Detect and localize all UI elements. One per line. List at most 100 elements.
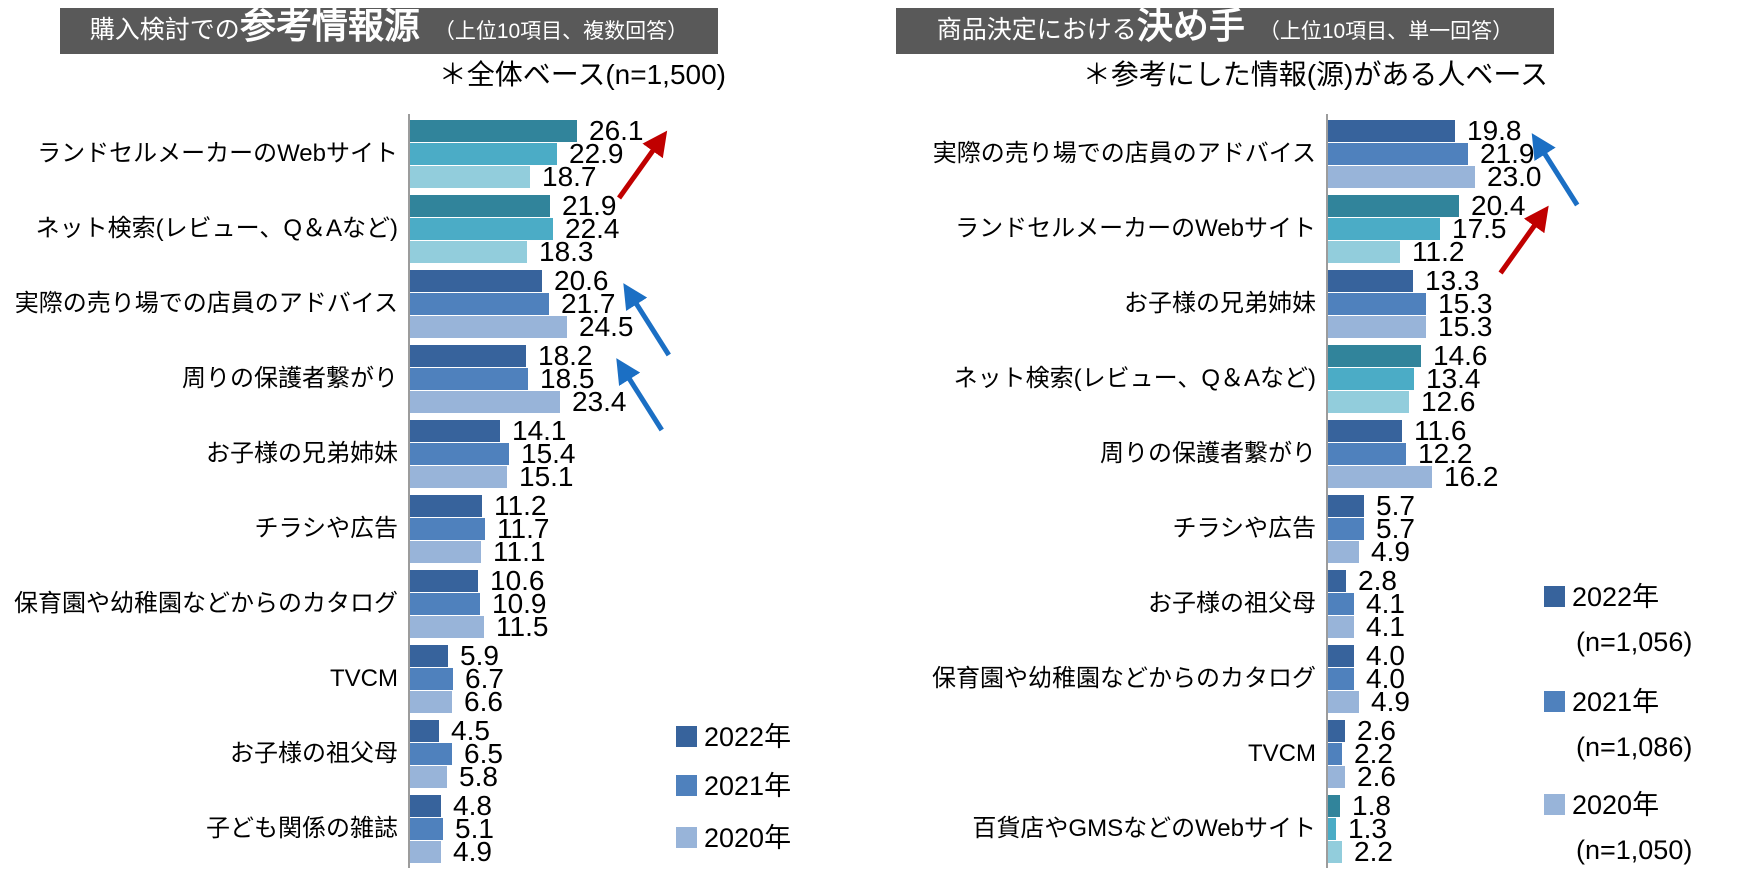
- bar-2021年: [410, 143, 557, 165]
- category-label: お子様の兄弟姉妹: [1124, 290, 1316, 317]
- bar-value-label: 5.7: [1376, 513, 1415, 544]
- y-axis-line: [408, 114, 410, 868]
- category-label: ランドセルメーカーのWebサイト: [37, 140, 398, 167]
- chart-title-right-prefix: 商品決定における: [936, 16, 1137, 44]
- bar-value-label: 1.8: [1352, 790, 1391, 821]
- legend-swatch: [1544, 691, 1565, 712]
- category-label: お子様の兄弟姉妹: [206, 440, 398, 467]
- bar-2022年: [1328, 645, 1354, 667]
- bar-2021年: [1328, 443, 1406, 465]
- bar-value-label: 17.5: [1452, 213, 1507, 244]
- bar-2020年: [1328, 391, 1409, 413]
- category-label: 百貨店やGMSなどのWebサイト: [972, 815, 1316, 842]
- bar-2022年: [1328, 420, 1402, 442]
- bar-value-label: 11.2: [1412, 236, 1465, 267]
- bar-value-label: 4.5: [451, 715, 490, 746]
- bar-2021年: [1328, 668, 1354, 690]
- chart-title-left-emphasis: 参考情報源: [239, 5, 420, 46]
- bar-2022年: [1328, 720, 1345, 742]
- bar-2022年: [1328, 120, 1455, 142]
- bar-value-label: 11.5: [496, 611, 549, 642]
- bar-value-label: 26.1: [589, 115, 644, 146]
- legend-n-label: (n=1,050): [1576, 835, 1693, 865]
- bar-value-label: 5.8: [459, 761, 498, 792]
- bar-value-label: 19.8: [1467, 115, 1522, 146]
- category-label: お子様の祖父母: [1148, 590, 1316, 617]
- bar-2022年: [410, 345, 526, 367]
- category-label: 実際の売り場での店員のアドバイス: [14, 290, 398, 317]
- bar-2022年: [410, 570, 478, 592]
- bar-value-label: 18.3: [539, 236, 594, 267]
- bar-value-label: 18.5: [540, 363, 595, 394]
- bar-2022年: [1328, 195, 1459, 217]
- category-label: ランドセルメーカーのWebサイト: [955, 215, 1316, 242]
- bar-2020年: [410, 616, 484, 638]
- category-label: 保育園や幼稚園などからのカタログ: [932, 665, 1316, 692]
- bar-2020年: [1328, 541, 1359, 563]
- y-axis-line: [1326, 114, 1328, 868]
- bar-2020年: [1328, 616, 1354, 638]
- legend-n-label: (n=1,086): [1576, 732, 1693, 762]
- bar-value-label: 4.9: [453, 836, 492, 867]
- bar-value-label: 18.2: [538, 340, 593, 371]
- bar-value-label: 4.0: [1366, 640, 1405, 671]
- bar-value-label: 5.1: [455, 813, 494, 844]
- bar-value-label: 15.3: [1438, 288, 1493, 319]
- bar-2020年: [410, 316, 567, 338]
- category-label: TVCM: [330, 665, 398, 692]
- bar-2021年: [1328, 593, 1354, 615]
- bar-2021年: [410, 443, 509, 465]
- category-label: 子ども関係の雑誌: [206, 815, 398, 842]
- legend-label: 2021年: [1572, 687, 1660, 717]
- bar-value-label: 21.9: [562, 190, 617, 221]
- category-label: 実際の売り場での店員のアドバイス: [932, 140, 1316, 167]
- bar-value-label: 4.9: [1371, 536, 1410, 567]
- bar-2020年: [410, 391, 560, 413]
- bar-value-label: 1.3: [1348, 813, 1387, 844]
- category-label: ネット検索(レビュー、Q＆Aなど): [35, 215, 398, 242]
- category-label: 周りの保護者繋がり: [182, 365, 398, 392]
- bar-value-label: 10.9: [492, 588, 547, 619]
- bar-2021年: [410, 593, 480, 615]
- bar-2022年: [1328, 495, 1364, 517]
- bar-2020年: [1328, 466, 1432, 488]
- bar-2022年: [410, 495, 482, 517]
- legend-label: 2020年: [704, 823, 792, 853]
- bar-2021年: [410, 818, 443, 840]
- base-note-right: ＊参考にした情報(源)がある人ベース: [1082, 59, 1548, 90]
- bar-value-label: 15.3: [1438, 311, 1493, 342]
- bar-value-label: 21.7: [561, 288, 616, 319]
- bar-value-label: 20.6: [554, 265, 609, 296]
- bar-2020年: [410, 466, 507, 488]
- bar-2022年: [1328, 270, 1413, 292]
- bar-2020年: [410, 691, 452, 713]
- legend-label: 2020年: [1572, 790, 1660, 820]
- bar-2020年: [410, 166, 530, 188]
- bar-2021年: [410, 518, 485, 540]
- chart-title-right-suffix: （上位10項目、単一回答）: [1258, 20, 1514, 43]
- bar-value-label: 14.1: [512, 415, 567, 446]
- bar-value-label: 11.7: [497, 513, 550, 544]
- bar-value-label: 22.4: [565, 213, 620, 244]
- category-label: チラシや広告: [1172, 515, 1316, 542]
- bar-2021年: [410, 743, 452, 765]
- chart-title-left-suffix: （上位10項目、複数回答）: [433, 20, 689, 43]
- legend-swatch: [676, 726, 697, 747]
- bar-2022年: [410, 195, 550, 217]
- bar-2021年: [1328, 368, 1414, 390]
- chart-title-right: 商品決定における 決め手 （上位10項目、単一回答）: [896, 8, 1554, 54]
- bar-value-label: 20.4: [1471, 190, 1526, 221]
- legend-swatch: [1544, 794, 1565, 815]
- bar-value-label: 11.2: [494, 490, 547, 521]
- bar-2022年: [410, 795, 441, 817]
- bar-value-label: 21.9: [1480, 138, 1535, 169]
- bar-2022年: [410, 270, 542, 292]
- bar-value-label: 6.6: [464, 686, 503, 717]
- bar-value-label: 4.9: [1371, 686, 1410, 717]
- category-label: ネット検索(レビュー、Q＆Aなど): [953, 365, 1316, 392]
- bar-2021年: [410, 293, 549, 315]
- bar-value-label: 10.6: [490, 565, 545, 596]
- bar-value-label: 11.1: [493, 536, 546, 567]
